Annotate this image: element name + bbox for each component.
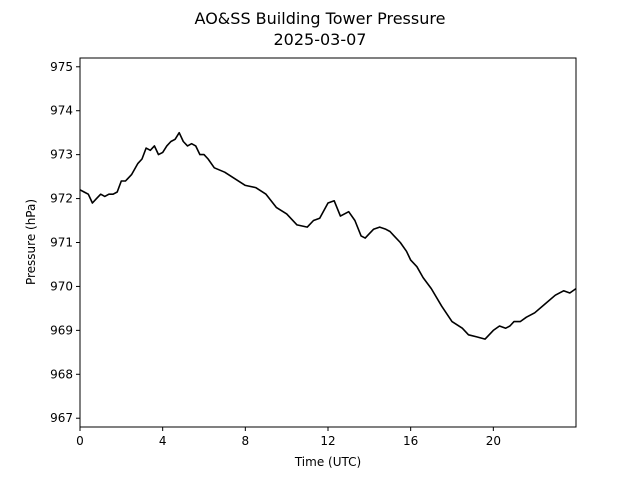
chart-subtitle: 2025-03-07 — [274, 30, 367, 49]
y-tick-label: 967 — [50, 411, 73, 425]
plot-frame — [79, 57, 577, 428]
y-tick-label: 973 — [50, 148, 73, 162]
y-tick-label: 975 — [50, 60, 73, 74]
x-tick-label: 4 — [159, 434, 167, 448]
y-tick-label: 974 — [50, 104, 73, 118]
series-layer — [79, 131, 577, 340]
x-tick-label: 20 — [486, 434, 501, 448]
y-tick-label: 972 — [50, 192, 73, 206]
x-tick-label: 8 — [242, 434, 250, 448]
x-tick-label: 16 — [403, 434, 418, 448]
x-tick-label: 0 — [76, 434, 84, 448]
x-tick-label: 12 — [320, 434, 335, 448]
y-tick-label: 968 — [50, 367, 73, 381]
x-axis-label: Time (UTC) — [294, 455, 361, 469]
chart-title: AO&SS Building Tower Pressure — [195, 9, 446, 28]
axis-ticks: 0 4 8 12 16 20 967 968 969 970 971 972 973 974 975 — [50, 60, 501, 448]
y-axis-label: Pressure (hPa) — [24, 199, 38, 285]
y-tick-label: 969 — [50, 323, 73, 337]
y-tick-label: 970 — [50, 279, 73, 293]
y-tick-label: 971 — [50, 236, 73, 250]
pressure-series-line — [79, 131, 577, 340]
